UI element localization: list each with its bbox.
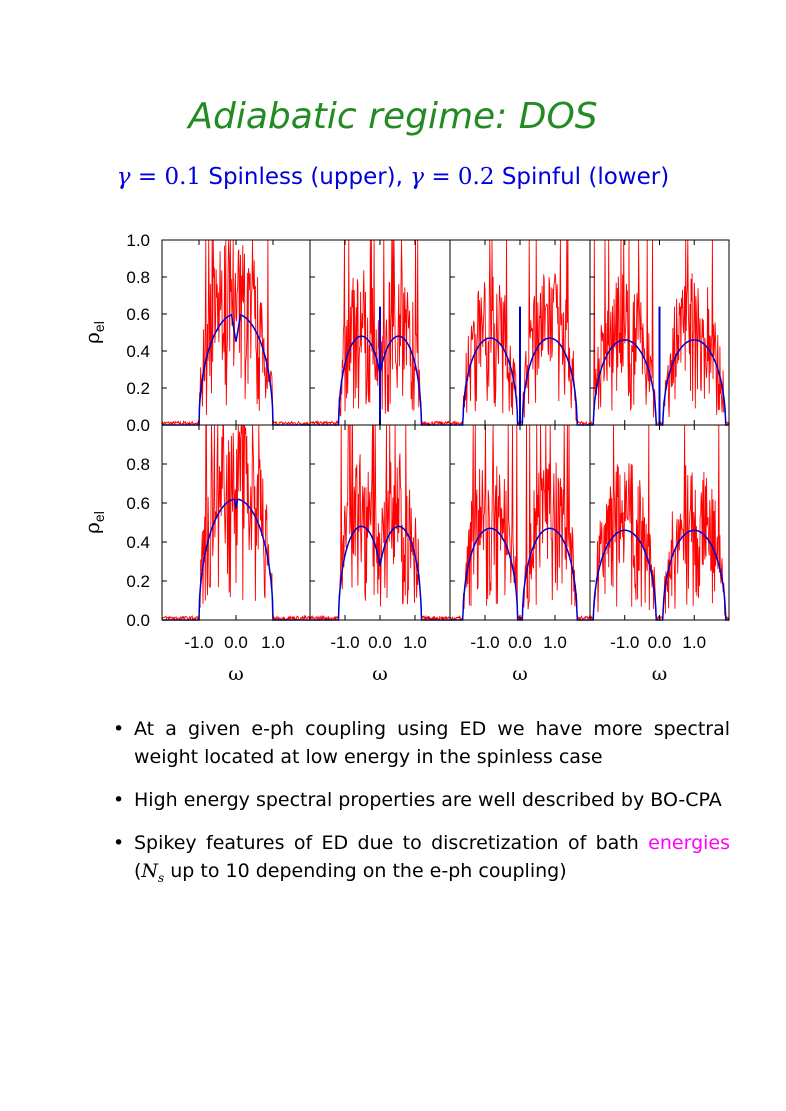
n-symbol: Ns (141, 860, 165, 885)
x-tick-label: -1.0 (184, 633, 213, 652)
bullet-text: High energy spectral properties are well… (134, 789, 722, 811)
bullet-highlight: energies (648, 832, 730, 854)
bullet-dot: • (113, 789, 125, 811)
bullet-dot: • (113, 832, 125, 854)
bullet-text-post: up to 10 depending on the e-ph coupling) (164, 860, 567, 882)
x-tick-label: 1.0 (261, 633, 285, 652)
y-tick-label: 0.0 (126, 611, 150, 630)
y-tick-label: 0.0 (126, 416, 150, 435)
bullet-text-pre: Spikey features of ED due to discretizat… (134, 832, 649, 854)
y-tick-label: 0.2 (126, 379, 150, 398)
ed-series-line (309, 424, 451, 622)
slide-subtitle: γ = 0.1 Spinless (upper), γ = 0.2 Spinfu… (0, 164, 786, 190)
bullet-item: • Spikey features of ED due to discretiz… (113, 829, 730, 892)
x-tick-label: 1.0 (543, 633, 567, 652)
gamma-value-1: = 0.1 (130, 164, 202, 190)
x-tick-label: 0.0 (508, 633, 532, 652)
panel-frame (161, 239, 311, 426)
bullet-dot: • (113, 718, 125, 740)
ed-series-line (161, 424, 311, 622)
y-tick-label: 0.4 (126, 533, 150, 552)
ed-series-line (449, 424, 591, 622)
y-tick-label: 0.8 (126, 455, 150, 474)
x-tick-label: 0.0 (368, 633, 392, 652)
x-tick-label: 0.0 (224, 633, 248, 652)
gamma-symbol: γ (116, 164, 131, 190)
x-axis-label: ω (512, 663, 528, 685)
bullet-text-mid: ( (134, 860, 142, 882)
x-tick-label: -1.0 (330, 633, 359, 652)
bullet-text: At a given e-ph coupling using ED we hav… (134, 718, 730, 768)
subtitle-text-1: Spinless (upper), (201, 164, 411, 190)
y-axis-label: ρel (80, 511, 107, 534)
bullet-list: • At a given e-ph coupling using ED we h… (113, 715, 730, 907)
gamma-symbol-2: γ (410, 164, 425, 190)
x-tick-label: -1.0 (470, 633, 499, 652)
subtitle-text-2: Spinful (lower) (494, 164, 670, 190)
y-tick-label: 0.8 (126, 268, 150, 287)
x-axis-label: ω (652, 663, 668, 685)
x-tick-label: 1.0 (403, 633, 427, 652)
bullet-item: • At a given e-ph coupling using ED we h… (113, 715, 730, 771)
y-tick-label: 0.6 (126, 494, 150, 513)
x-axis-label: ω (372, 663, 388, 685)
slide-title: Adiabatic regime: DOS (188, 96, 598, 137)
y-tick-label: 0.4 (126, 342, 150, 361)
y-tick-label: 0.6 (126, 305, 150, 324)
bocpa-series-line (162, 313, 310, 426)
x-axis-label: ω (228, 663, 244, 685)
gamma-value-2: = 0.2 (424, 164, 495, 190)
x-tick-label: 0.0 (648, 633, 672, 652)
ed-series-line (161, 239, 311, 427)
ed-series-line (589, 424, 730, 622)
dos-chart: 1.0 0.8 0.6 0.4 0.2 0.0 ρel 0.8 0.6 0.4 0.2 0.0 ρel -… (80, 231, 730, 685)
y-tick-label: 0.2 (126, 572, 150, 591)
x-tick-label: 1.0 (682, 633, 706, 652)
y-tick-label: 1.0 (126, 231, 150, 250)
x-tick-label: -1.0 (610, 633, 639, 652)
y-axis-label: ρel (80, 321, 107, 344)
bullet-item: • High energy spectral properties are we… (113, 786, 730, 814)
